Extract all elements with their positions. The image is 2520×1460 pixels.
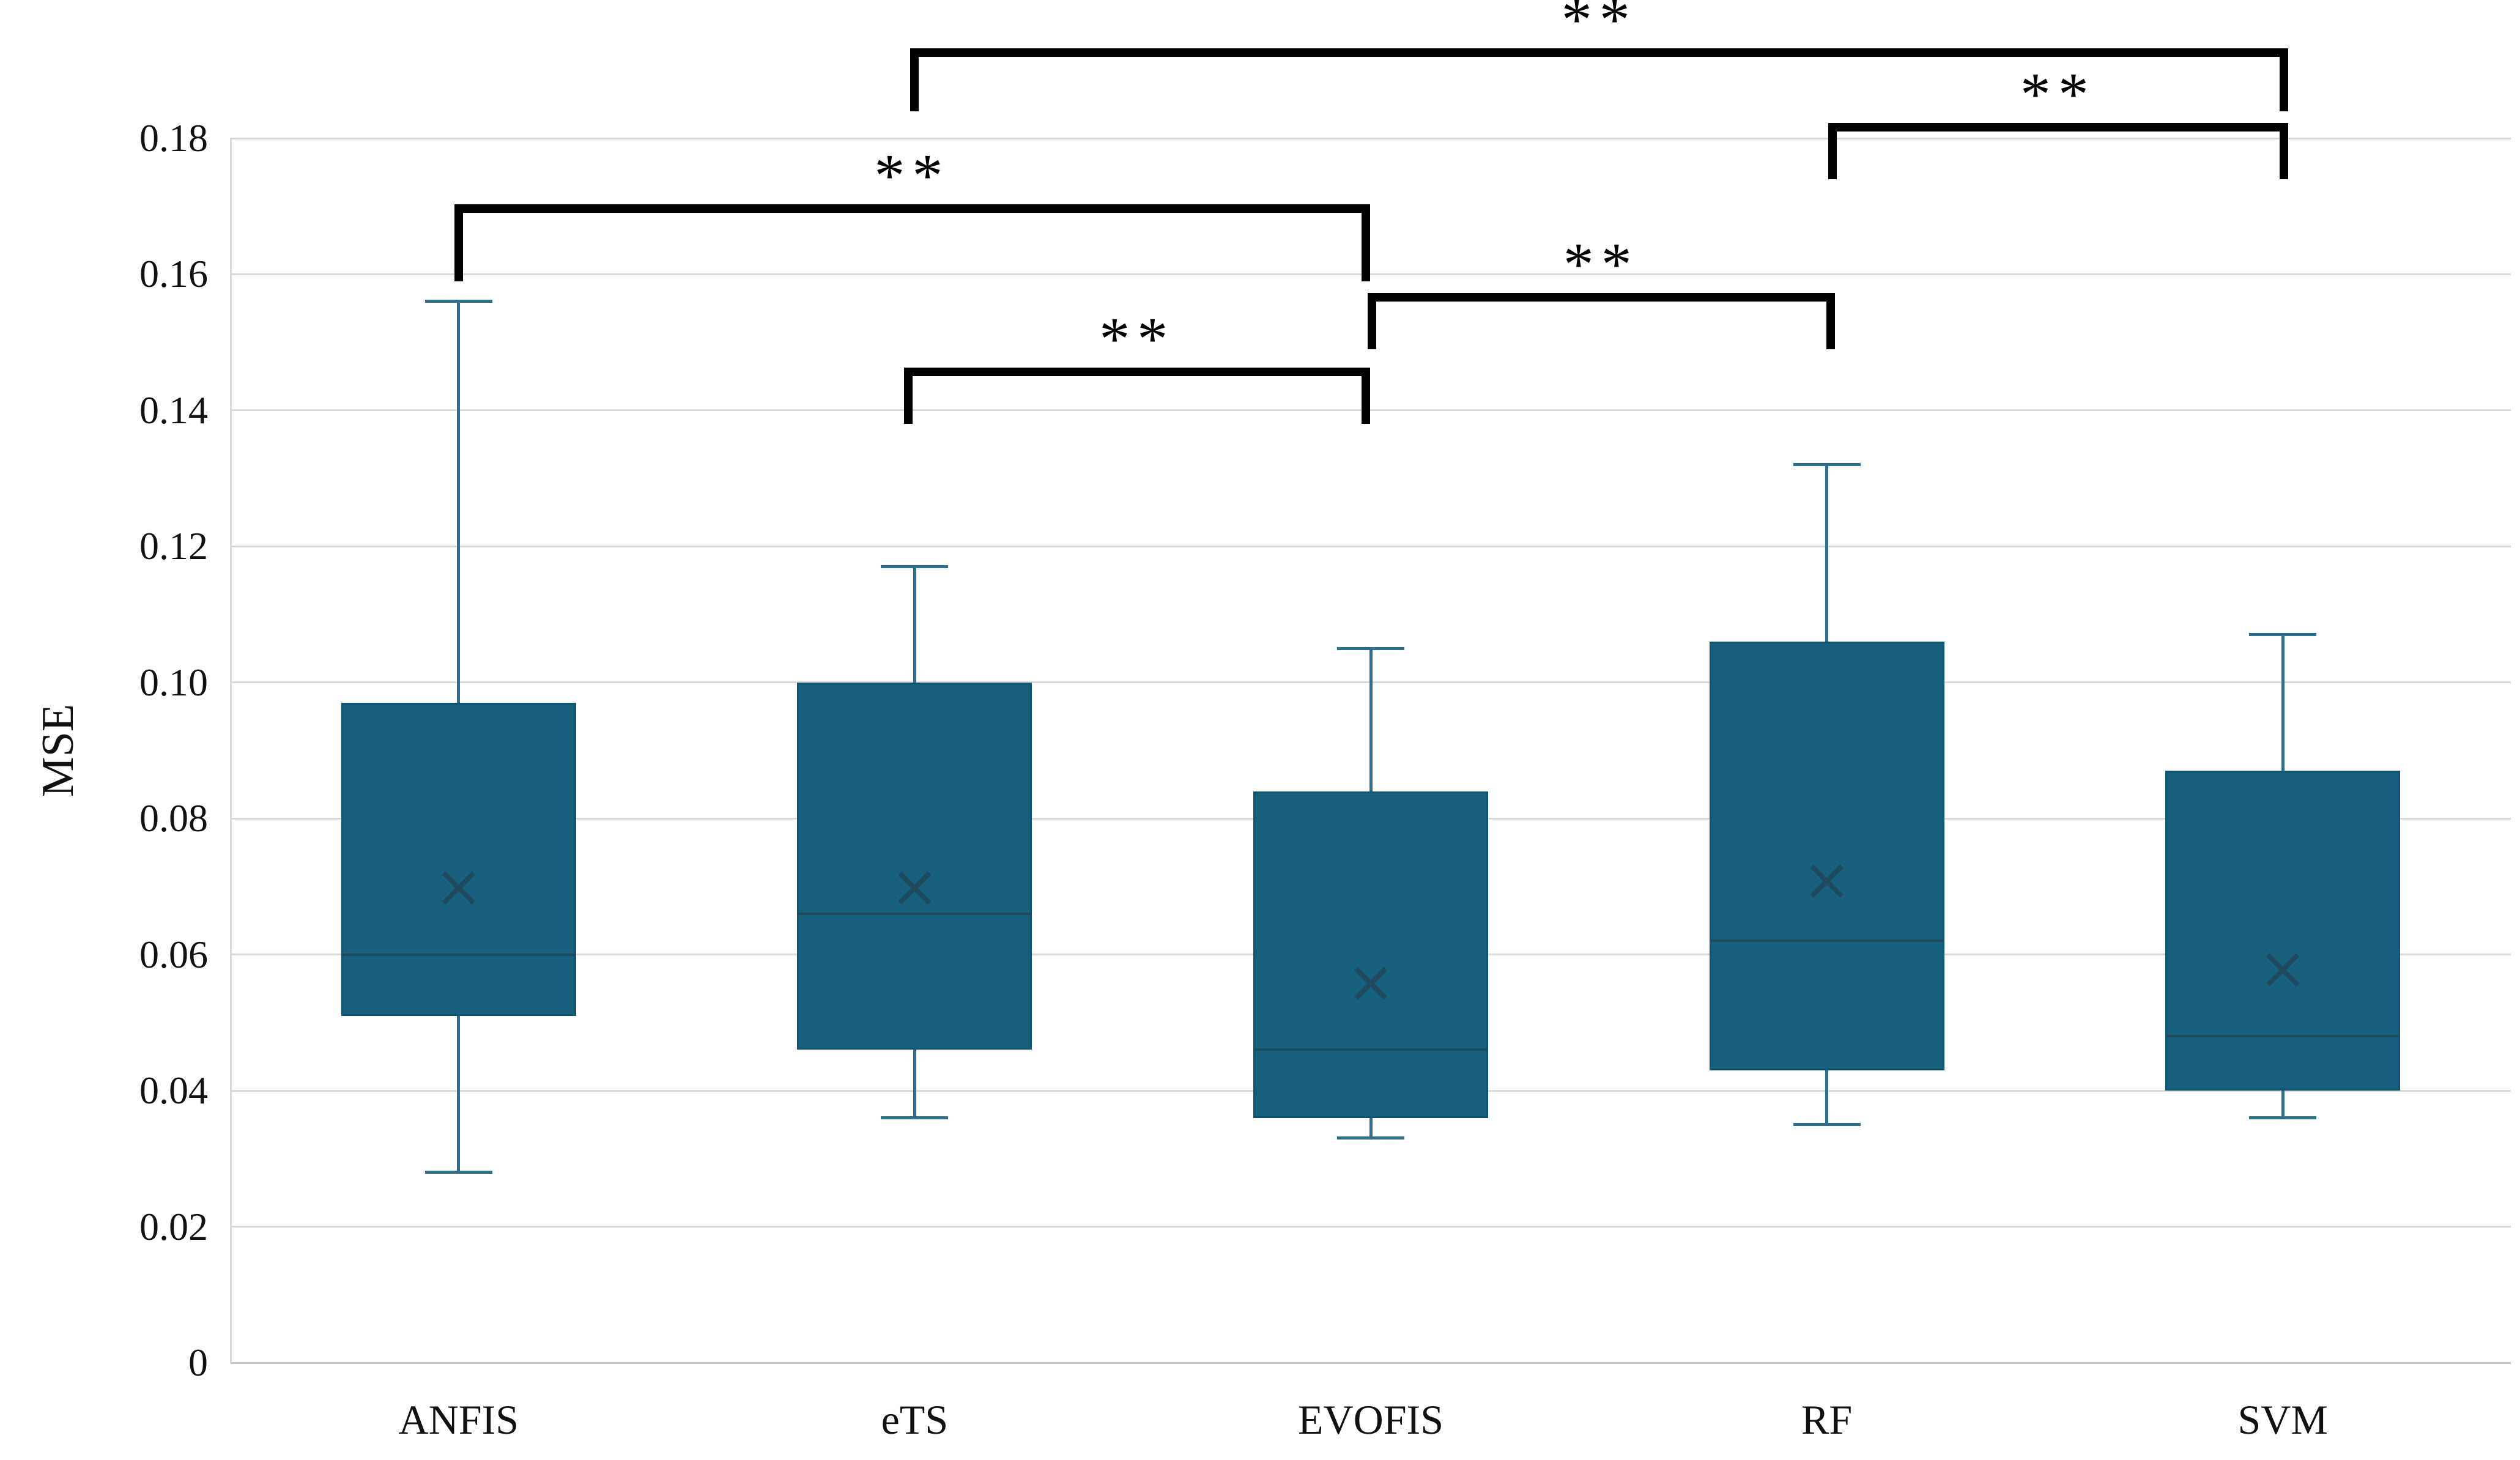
y-tick-label: 0.04 bbox=[139, 1069, 208, 1113]
y-tick-label: 0.06 bbox=[139, 932, 208, 976]
y-tick-label: 0.08 bbox=[139, 796, 208, 840]
significance-bracket-bar bbox=[904, 368, 1370, 377]
lower-whisker-line bbox=[1369, 1117, 1373, 1138]
y-tick-label: 0.14 bbox=[139, 388, 208, 432]
significance-bracket-drop-left bbox=[1368, 292, 1376, 349]
upper-whisker-cap bbox=[2249, 633, 2317, 637]
significance-bracket-drop-right bbox=[1362, 204, 1370, 281]
iqr-box bbox=[797, 682, 1032, 1050]
significance-bracket-drop-left bbox=[910, 48, 919, 111]
lower-whisker-line bbox=[913, 1050, 916, 1118]
upper-whisker-line bbox=[2281, 634, 2285, 771]
mean-marker: × bbox=[434, 852, 484, 921]
y-axis-line bbox=[229, 138, 232, 1363]
significance-bracket-bar bbox=[1828, 122, 2289, 132]
mean-marker: × bbox=[890, 852, 939, 921]
upper-whisker-cap bbox=[1793, 463, 1861, 467]
mean-marker: × bbox=[1802, 845, 1851, 914]
median-line bbox=[2165, 1035, 2401, 1038]
upper-whisker-line bbox=[1825, 464, 1829, 642]
median-line bbox=[341, 953, 576, 956]
lower-whisker-cap bbox=[2249, 1116, 2317, 1120]
lower-whisker-line bbox=[1825, 1070, 1829, 1125]
significance-bracket-bar bbox=[910, 48, 2289, 57]
lower-whisker-line bbox=[457, 1015, 461, 1173]
y-tick-label: 0.02 bbox=[139, 1204, 208, 1248]
upper-whisker-line bbox=[457, 301, 461, 703]
x-category-label: EVOFIS bbox=[1297, 1396, 1444, 1443]
upper-whisker-cap bbox=[424, 300, 492, 303]
significance-bracket-drop-right bbox=[1826, 292, 1835, 349]
y-tick-label: 0.18 bbox=[139, 116, 208, 160]
upper-whisker-cap bbox=[881, 565, 949, 569]
iqr-box bbox=[2165, 771, 2401, 1091]
lower-whisker-line bbox=[2281, 1091, 2285, 1118]
x-axis-line bbox=[231, 1362, 2511, 1364]
significance-label: ** bbox=[1099, 305, 1176, 373]
y-tick-label: 0.10 bbox=[139, 660, 208, 704]
upper-whisker-line bbox=[913, 566, 916, 683]
mean-marker: × bbox=[1346, 947, 1396, 1017]
lower-whisker-cap bbox=[1793, 1123, 1861, 1127]
median-line bbox=[1709, 939, 1944, 943]
gridline bbox=[231, 545, 2511, 547]
median-line bbox=[797, 912, 1032, 915]
lower-whisker-cap bbox=[881, 1116, 949, 1120]
significance-label: ** bbox=[1563, 229, 1639, 298]
significance-bracket-drop-left bbox=[904, 368, 913, 424]
significance-label: ** bbox=[1561, 0, 1637, 53]
significance-bracket-bar bbox=[1368, 292, 1835, 302]
gridline bbox=[231, 137, 2511, 139]
x-category-label: eTS bbox=[881, 1396, 949, 1443]
significance-bracket-drop-left bbox=[454, 204, 463, 281]
iqr-box bbox=[1709, 642, 1944, 1070]
lower-whisker-cap bbox=[424, 1171, 492, 1174]
significance-bracket-drop-right bbox=[2280, 122, 2289, 179]
significance-bracket-drop-left bbox=[1828, 122, 1837, 179]
y-tick-label: 0.12 bbox=[139, 524, 208, 568]
x-category-label: ANFIS bbox=[398, 1396, 519, 1443]
gridline bbox=[231, 1226, 2511, 1228]
median-line bbox=[1253, 1048, 1488, 1051]
y-tick-label: 0.16 bbox=[139, 252, 208, 296]
significance-bracket-bar bbox=[454, 204, 1370, 213]
iqr-box bbox=[1253, 791, 1488, 1118]
mean-marker: × bbox=[2258, 933, 2308, 1002]
upper-whisker-cap bbox=[1337, 647, 1404, 650]
upper-whisker-line bbox=[1369, 648, 1373, 791]
gridline bbox=[231, 409, 2511, 412]
significance-label: ** bbox=[874, 141, 951, 210]
significance-label: ** bbox=[2020, 59, 2096, 128]
x-category-label: SVM bbox=[2237, 1396, 2328, 1443]
y-tick-label: 0 bbox=[188, 1341, 208, 1384]
x-category-label: RF bbox=[1801, 1396, 1853, 1443]
significance-bracket-drop-right bbox=[2280, 48, 2289, 111]
significance-bracket-drop-right bbox=[1362, 368, 1370, 424]
lower-whisker-cap bbox=[1337, 1136, 1404, 1140]
iqr-box bbox=[341, 703, 576, 1016]
gridline bbox=[231, 273, 2511, 275]
